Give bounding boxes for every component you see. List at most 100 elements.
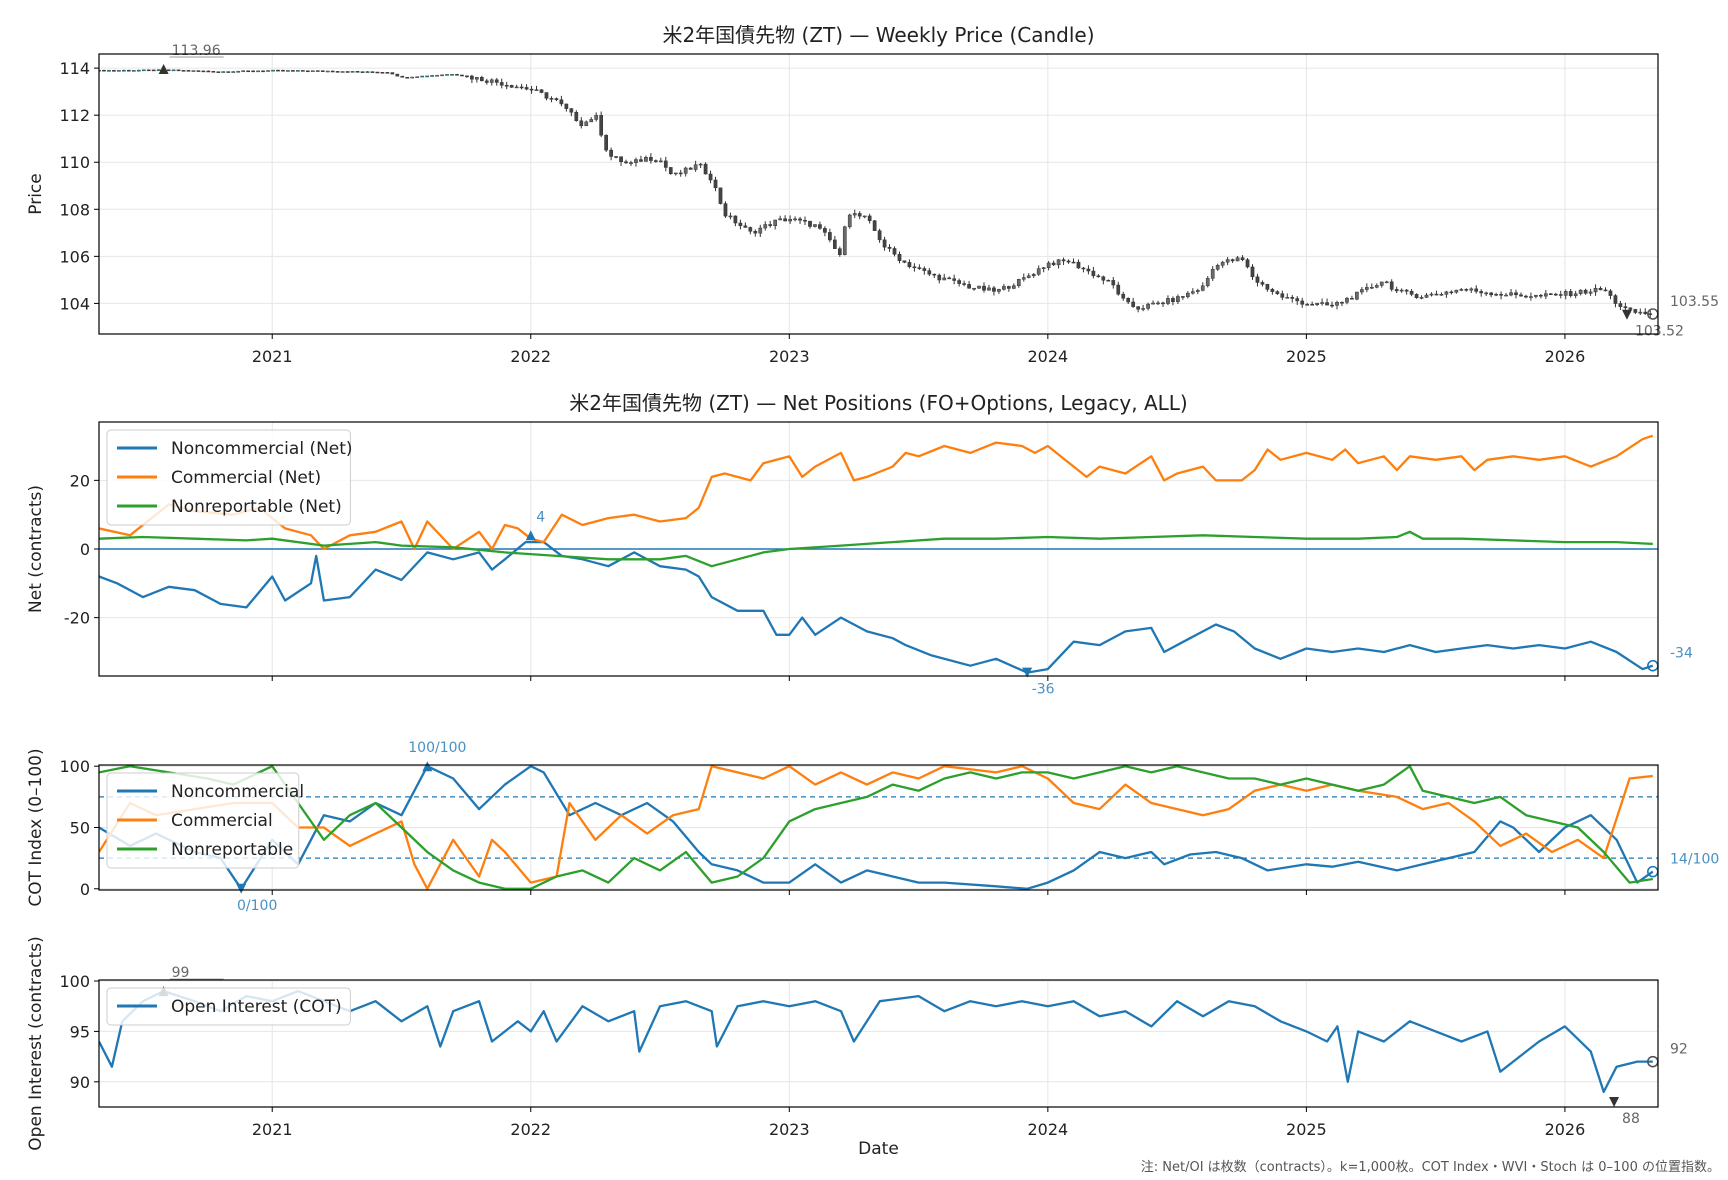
- candle-body: [778, 218, 783, 221]
- y-tick-label: 90: [70, 1073, 90, 1092]
- candle-body: [1126, 297, 1131, 303]
- y-tick-label: 108: [59, 200, 90, 219]
- candle-body: [549, 98, 554, 100]
- candle-body: [1176, 296, 1180, 302]
- candle-body: [1101, 276, 1106, 281]
- candle-body: [1310, 303, 1315, 306]
- candle-body: [703, 163, 708, 175]
- min-marker: [236, 883, 247, 894]
- candle-body: [698, 163, 703, 166]
- candle-body: [117, 70, 121, 72]
- candle-body: [1593, 288, 1598, 293]
- candle-body: [992, 287, 996, 292]
- candle-body: [1449, 291, 1454, 294]
- axes-frame: [98, 421, 1659, 677]
- candle-body: [619, 156, 623, 163]
- candle-body: [1389, 281, 1394, 290]
- candle-body: [1066, 260, 1071, 263]
- candle-body: [823, 228, 827, 233]
- candle-body: [932, 273, 937, 276]
- candle-body: [370, 71, 375, 73]
- candle-body: [385, 72, 390, 74]
- candle-body: [1031, 274, 1036, 277]
- candle-body: [524, 87, 529, 90]
- legend-label: Commercial: [171, 811, 273, 831]
- candle-body: [1186, 292, 1190, 298]
- candle-body: [892, 248, 897, 255]
- legend-label: Nonreportable (Net): [171, 497, 342, 517]
- candle-body: [629, 162, 633, 164]
- candle-body: [305, 70, 310, 73]
- max-marker: [422, 761, 433, 772]
- panel-4: 90 95 100 2021 2022 2023 2024 2025 2026 99 88 92 Ope…: [26, 936, 1688, 1159]
- candle-body: [365, 71, 370, 73]
- candle-body: [847, 214, 852, 228]
- candle-body: [1648, 313, 1653, 315]
- candle-body: [818, 224, 822, 229]
- candle-body: [1151, 302, 1155, 305]
- candle-body: [972, 287, 976, 290]
- y-tick-label: 112: [59, 106, 90, 125]
- candle-body: [509, 85, 514, 88]
- candle-body: [803, 219, 807, 222]
- candle-body: [798, 218, 802, 221]
- candle-body: [1116, 284, 1121, 295]
- candle-body: [330, 70, 335, 73]
- candle-body: [559, 99, 564, 105]
- candle-body: [1260, 282, 1265, 285]
- candle-body: [957, 280, 961, 284]
- candle-body: [425, 75, 429, 78]
- candle-body: [1409, 290, 1414, 295]
- candle-body: [867, 215, 872, 221]
- candle-body: [1111, 280, 1116, 286]
- candle-body: [1275, 291, 1280, 294]
- max-label: 99: [172, 965, 190, 981]
- candle-body: [1091, 270, 1096, 277]
- max-label: 100/100: [408, 740, 466, 756]
- candle-body: [1464, 289, 1469, 291]
- chart-title: 米2年国債先物 (ZT) — Weekly Price (Candle): [662, 23, 1094, 47]
- candle-body: [1156, 302, 1160, 305]
- candle-body: [1190, 291, 1195, 294]
- candle-body: [1250, 266, 1255, 278]
- candle-body: [1583, 289, 1588, 294]
- candle-body: [201, 70, 206, 73]
- legend-label: Noncommercial: [171, 782, 304, 802]
- candle-body: [1419, 297, 1424, 299]
- candle-body: [743, 225, 748, 228]
- candle-body: [1350, 298, 1354, 300]
- y-tick-label: 104: [59, 294, 90, 313]
- candle-body: [1041, 267, 1046, 269]
- y-tick-label: 106: [59, 247, 90, 266]
- candle-body: [1404, 289, 1409, 292]
- candle-body: [450, 74, 454, 76]
- candle-body: [967, 284, 971, 289]
- axes-frame: [98, 764, 1659, 891]
- min-label: 103.52: [1635, 324, 1684, 340]
- candle-body: [211, 71, 216, 73]
- axes-frame: [98, 53, 1659, 335]
- candle-body: [440, 74, 444, 77]
- candle-body: [1121, 293, 1126, 299]
- candle-body: [1106, 280, 1111, 282]
- candle-body: [360, 71, 365, 73]
- candle-body: [987, 287, 991, 291]
- candle-body: [907, 262, 912, 268]
- candle-body: [400, 75, 405, 78]
- candle-body: [1444, 291, 1449, 295]
- candle-body: [420, 75, 425, 78]
- candle-body: [534, 89, 539, 91]
- candle-body: [1007, 286, 1011, 289]
- candle-body: [683, 167, 688, 174]
- candle-body: [320, 70, 325, 72]
- candle-body: [1141, 308, 1145, 310]
- panel-3: 0 50 100 100/100 0/100 14/100 COT Index (0–100…: [26, 740, 1719, 914]
- x-tick-label: 2022: [510, 347, 551, 366]
- candle-body: [783, 218, 787, 222]
- candle-body: [1509, 292, 1513, 296]
- candle-body: [504, 85, 509, 87]
- candle-body: [897, 254, 902, 261]
- y-tick-label: 0: [80, 540, 90, 559]
- candle-body: [718, 187, 723, 204]
- candle-body: [713, 179, 718, 189]
